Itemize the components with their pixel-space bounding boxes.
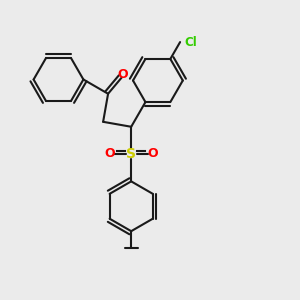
- Text: O: O: [118, 68, 128, 81]
- Text: S: S: [126, 147, 136, 161]
- Text: Cl: Cl: [184, 36, 197, 49]
- Text: O: O: [148, 147, 158, 160]
- Text: O: O: [104, 147, 115, 160]
